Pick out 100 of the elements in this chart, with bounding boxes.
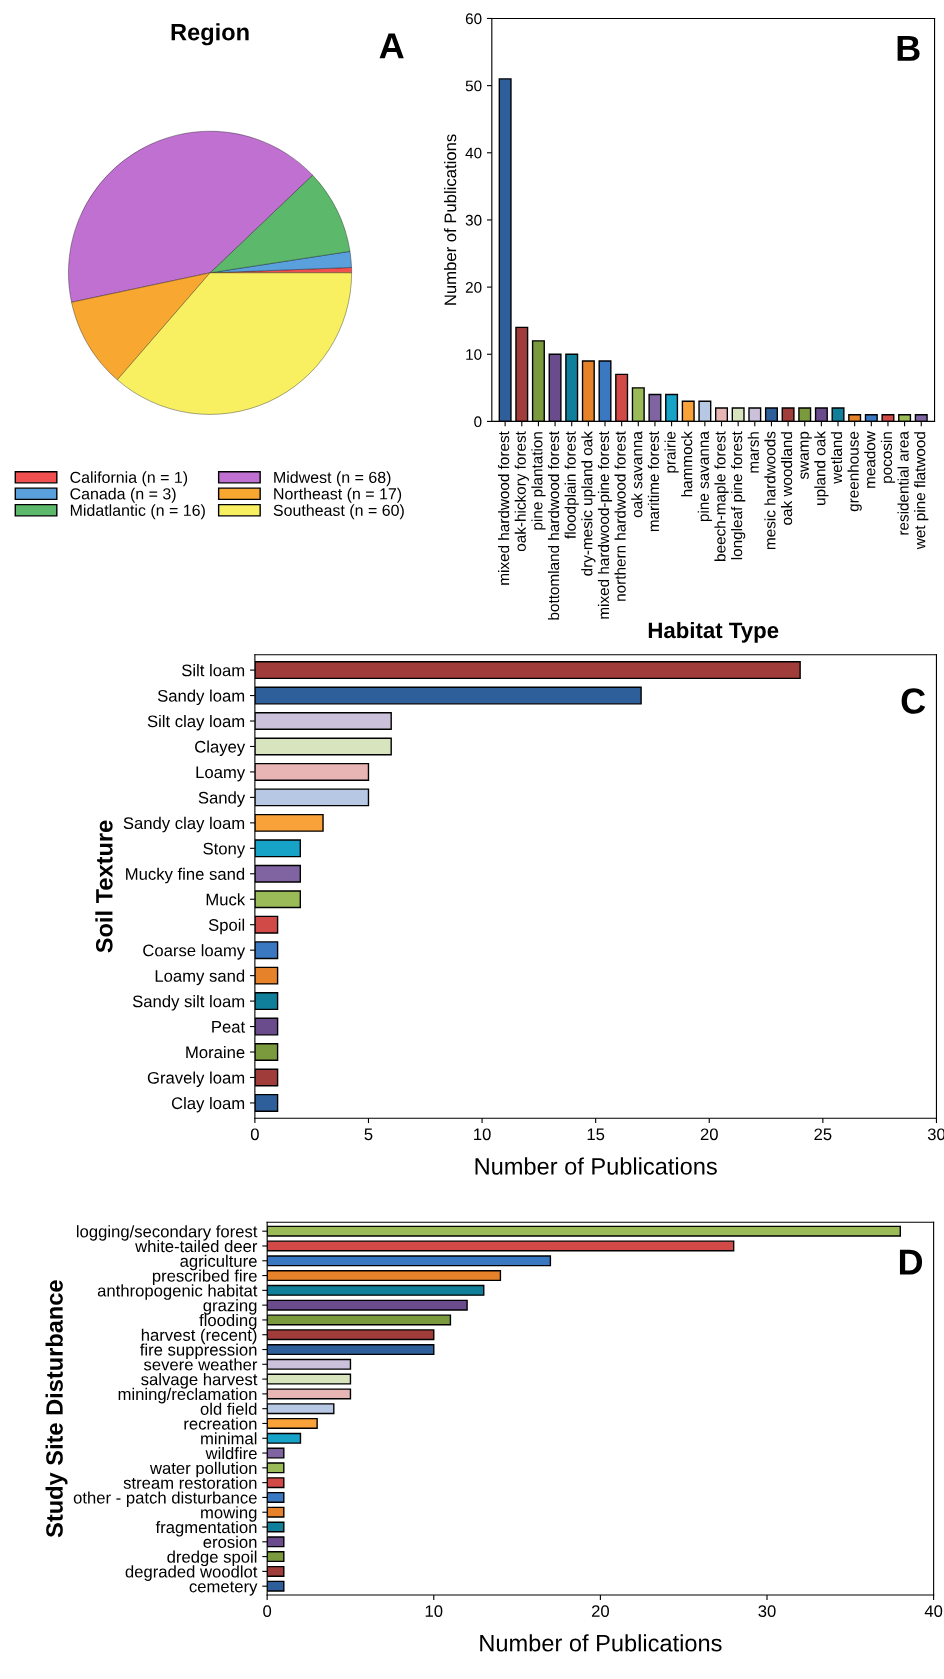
y-tick-label: Muck [206, 893, 246, 906]
x-axis-title: Number of Publications [475, 1157, 717, 1175]
y-tick-label: erosion [203, 1535, 257, 1548]
y-tick-label: 40 [465, 147, 482, 159]
x-tick-label: wet pine flatwood [914, 432, 929, 550]
y-tick-label: 10 [466, 349, 482, 360]
y-tick-label: agriculture [180, 1254, 257, 1271]
y-tick-label: Peat [212, 1021, 246, 1033]
x-tick-label: longleaf pine forest [731, 431, 746, 560]
x-tick-label: pine savanna [697, 431, 712, 522]
y-axis-title: Number of Publications [444, 134, 457, 305]
y-tick-label: Sandy [198, 791, 246, 807]
y-tick-label: grazing [203, 1299, 257, 1315]
annotation: B [897, 35, 920, 61]
y-tick-label: flooding [199, 1313, 257, 1330]
x-tick-label: 40 [924, 1605, 943, 1618]
x-tick-label: mesic hardwoods [764, 431, 776, 550]
y-tick-label: Gravely loam [147, 1071, 245, 1087]
x-tick-label: 20 [591, 1605, 609, 1618]
x-tick-label: meadow [864, 431, 876, 488]
legend-label: Midwest (n = 68) [274, 471, 391, 487]
legend-label: Canada (n = 3) [70, 487, 176, 503]
x-tick-label: 10 [474, 1128, 491, 1141]
x-axis-title: Number of Publications [480, 1634, 722, 1652]
y-tick-label: Coarse loamy [143, 944, 246, 960]
x-tick-label: residential area [897, 431, 909, 535]
y-tick-label: 60 [465, 13, 482, 25]
y-tick-label: Loamy [196, 766, 246, 782]
y-tick-label: logging/secondary forest [76, 1225, 258, 1241]
x-tick-label: maritime forest [647, 431, 660, 532]
y-tick-label: Silt clay loam [147, 714, 245, 731]
x-tick-label: floodplain forest [564, 431, 579, 539]
y-tick-label: Mucky fine sand [126, 867, 245, 884]
x-tick-label: prairie [664, 431, 679, 473]
y-tick-label: Moraine [186, 1045, 245, 1059]
legend-label: Southeast (n = 60) [273, 504, 404, 520]
y-tick-label: wildfire [205, 1447, 257, 1460]
x-tick-label: oak woodland [780, 432, 793, 525]
annotation: D [899, 1249, 923, 1275]
y-tick-label: old field [200, 1402, 257, 1415]
legend-label: California (n = 1) [70, 471, 188, 487]
y-tick-label: Silt loam [182, 664, 245, 677]
x-tick-label: 25 [814, 1128, 832, 1141]
y-tick-label: Sandy clay loam [123, 816, 245, 833]
x-tick-label: marsh [747, 432, 759, 473]
y-tick-label: 50 [465, 80, 482, 92]
y-tick-label: dredge spoil [167, 1550, 257, 1567]
y-tick-label: Loamy sand [155, 969, 245, 986]
y-tick-label: cemetery [189, 1581, 258, 1596]
y-axis-title: Study Site Disturbance [45, 1280, 68, 1538]
x-tick-label: oak savanna [631, 431, 643, 518]
y-tick-label: minimal [201, 1432, 257, 1445]
y-tick-label: fragmentation [155, 1520, 257, 1537]
y-tick-label: anthropogenic habitat [97, 1284, 258, 1300]
y-tick-label: severe weather [143, 1358, 258, 1371]
y-tick-label: fire suppression [140, 1343, 257, 1360]
y-tick-label: Clayey [195, 740, 246, 756]
y-tick-label: mowing [201, 1506, 257, 1522]
x-axis-title: Habitat Type [648, 621, 779, 643]
y-tick-label: Sandy silt loam [132, 995, 245, 1011]
legend-label: Midatlantic (n = 16) [70, 504, 205, 520]
x-tick-label: upland oak [814, 431, 829, 505]
x-tick-label: hammock [681, 431, 693, 497]
y-tick-label: other - patch disturbance [73, 1491, 257, 1507]
y-tick-label: 30 [465, 214, 482, 226]
x-tick-label: mixed hardwood forest [498, 431, 510, 585]
y-tick-label: Clay loam [171, 1096, 245, 1113]
x-tick-label: swamp [800, 431, 812, 480]
y-tick-label: 0 [474, 416, 482, 428]
x-tick-label: greenhouse [847, 431, 862, 512]
y-tick-label: Stony [203, 842, 246, 858]
chart-title: Region [171, 23, 249, 46]
y-tick-label: white-tailed deer [135, 1239, 258, 1253]
text: A [379, 33, 404, 59]
y-tick-label: recreation [184, 1417, 257, 1430]
x-tick-label: northern hardwood forest [614, 431, 626, 601]
x-tick-label: 30 [758, 1605, 776, 1618]
x-tick-label: oak-hickory forest [514, 431, 529, 552]
x-tick-label: 15 [587, 1128, 605, 1141]
annotation: C [901, 688, 926, 714]
x-tick-label: 20 [700, 1128, 718, 1141]
x-tick-label: mixed hardwood-pine forest [597, 431, 613, 619]
x-tick-label: pine plantation [531, 432, 546, 530]
y-tick-label: stream restoration [123, 1476, 257, 1489]
x-tick-label: 10 [425, 1605, 443, 1618]
y-tick-label: water pollution [149, 1461, 257, 1478]
x-tick-label: 0 [263, 1605, 272, 1618]
x-tick-label: pocosin [880, 432, 896, 483]
x-tick-label: beech-maple forest [714, 431, 729, 561]
x-tick-label: dry-mesic upland oak [581, 431, 596, 576]
x-tick-label: wetland [830, 432, 843, 484]
y-tick-label: degraded woodlot [125, 1565, 258, 1581]
x-tick-label: 5 [364, 1128, 373, 1141]
x-tick-label: bottomland hardwood forest [547, 431, 560, 620]
legend-label: Northeast (n = 17) [274, 487, 402, 503]
y-tick-label: Sandy loam [157, 689, 245, 706]
y-tick-label: Spoil [208, 918, 245, 935]
y-tick-label: mining/reclamation [118, 1387, 257, 1404]
y-axis-title: Soil Texture [95, 820, 113, 953]
y-tick-label: 20 [465, 281, 482, 293]
